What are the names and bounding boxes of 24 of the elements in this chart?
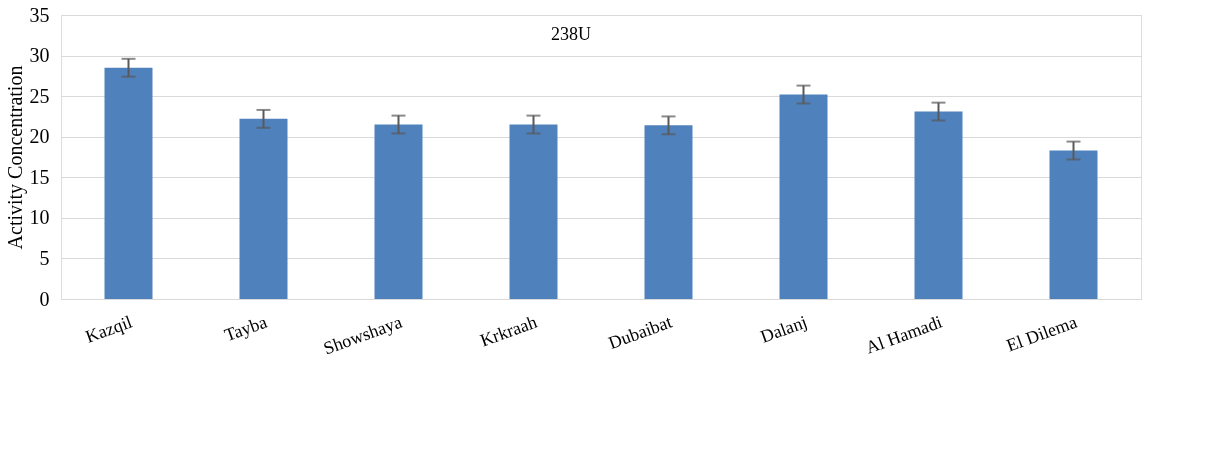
x-tick-label: Kazqil [82, 311, 135, 347]
bar [239, 118, 288, 299]
bar [1049, 150, 1098, 299]
x-tick-label: Al Hamadi [863, 311, 945, 358]
y-tick-label: 15 [29, 165, 50, 188]
x-tick-label: Krkraah [477, 311, 540, 351]
y-tick-label: 25 [29, 84, 50, 107]
y-tick-label: 20 [29, 125, 50, 148]
bar [374, 124, 423, 299]
y-tick-label: 35 [29, 3, 50, 26]
text: 238U [551, 24, 591, 44]
y-tick-label: 30 [29, 44, 50, 67]
bar [644, 125, 693, 299]
y-tick-label: 10 [29, 206, 50, 229]
y-axis-title: Activity Concentration [3, 65, 27, 250]
y-tick-label: 5 [39, 246, 50, 269]
x-tick-label: El Dilema [1003, 311, 1080, 356]
bar [779, 94, 828, 299]
bar [509, 124, 558, 299]
x-tick-label: Dalanj [757, 311, 810, 347]
bar [914, 111, 963, 299]
y-tick-label: 0 [39, 287, 50, 310]
bar [104, 67, 153, 299]
x-tick-label: Tayba [221, 311, 270, 346]
